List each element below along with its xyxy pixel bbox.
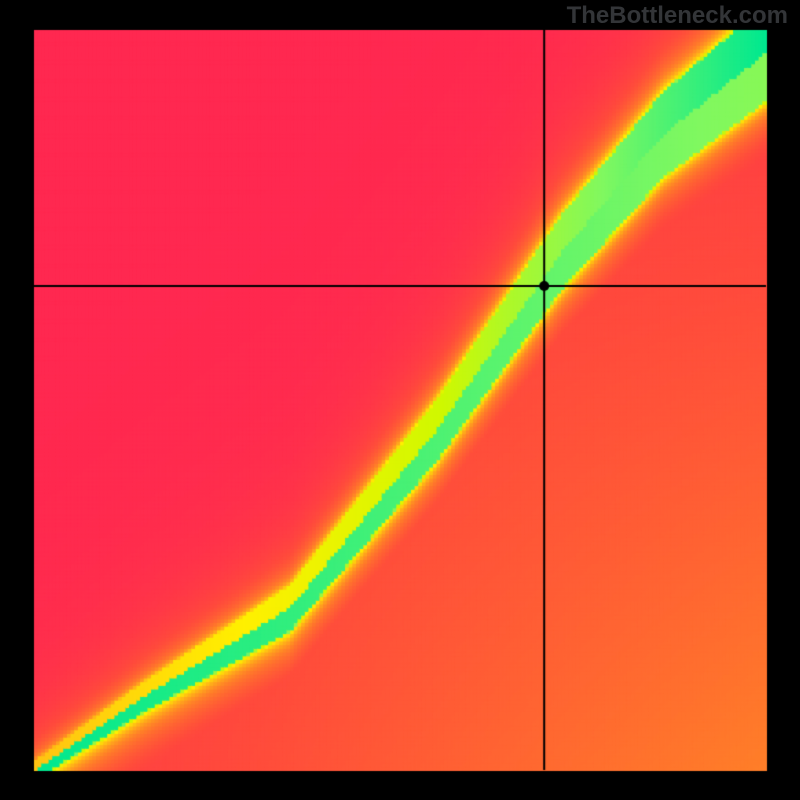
bottleneck-heatmap bbox=[0, 0, 800, 800]
watermark-text: TheBottleneck.com bbox=[567, 2, 788, 30]
chart-container: TheBottleneck.com bbox=[0, 0, 800, 800]
